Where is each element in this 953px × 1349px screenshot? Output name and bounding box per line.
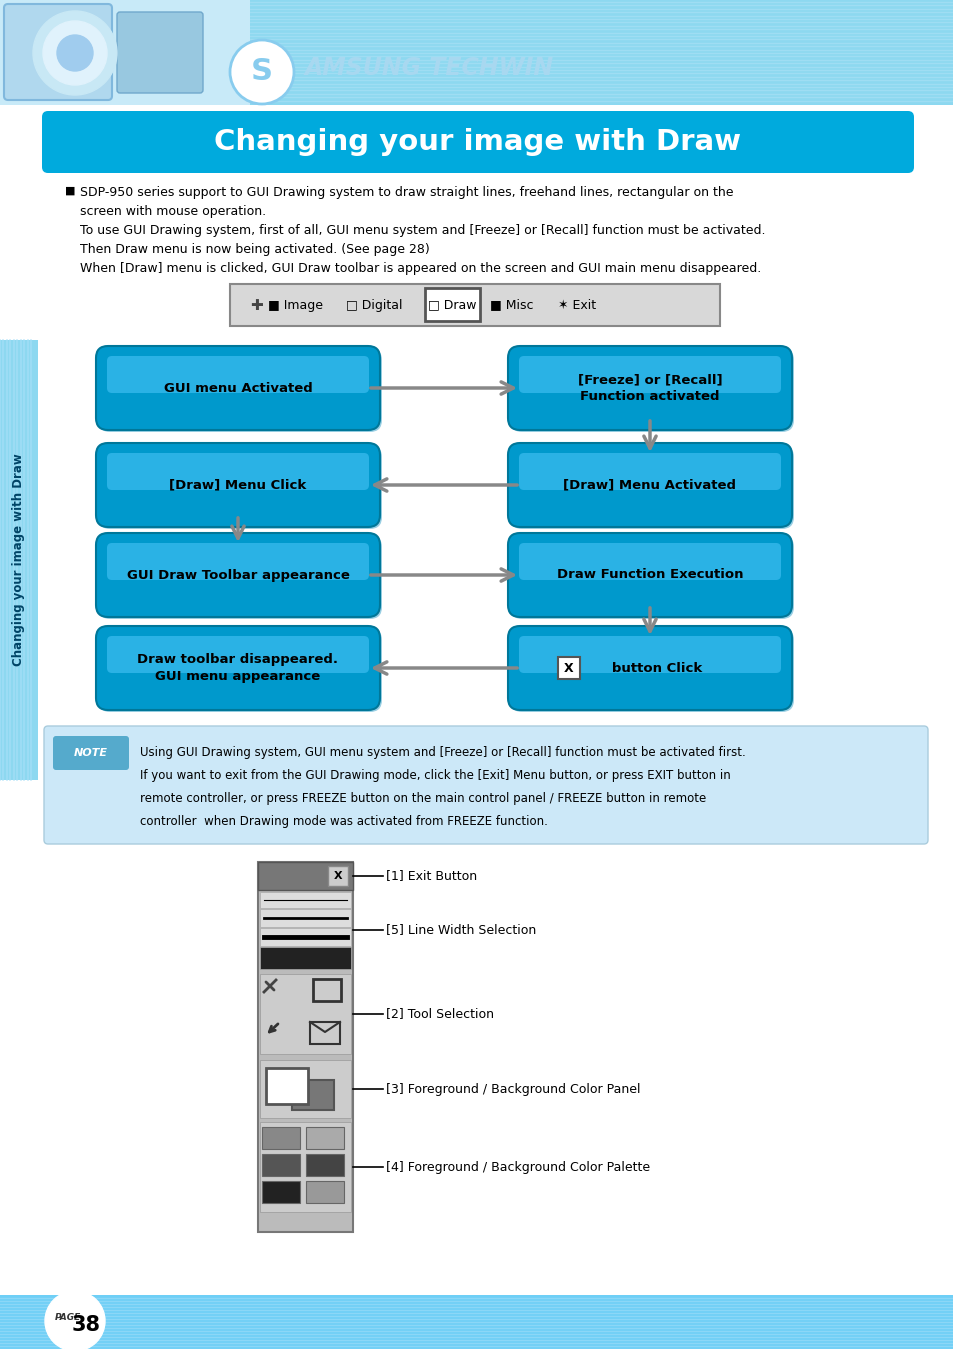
Text: NOTE: NOTE (74, 747, 108, 758)
FancyBboxPatch shape (44, 726, 927, 844)
Bar (260, 928, 351, 946)
Text: PAGE: PAGE (55, 1314, 81, 1322)
FancyBboxPatch shape (518, 453, 781, 490)
Circle shape (57, 35, 92, 71)
Circle shape (43, 22, 107, 85)
Text: If you want to exit from the GUI Drawing mode, click the [Exit] Menu button, or : If you want to exit from the GUI Drawing… (140, 769, 730, 782)
FancyBboxPatch shape (507, 442, 791, 527)
FancyBboxPatch shape (107, 453, 369, 490)
Text: controller  when Drawing mode was activated from FREEZE function.: controller when Drawing mode was activat… (140, 815, 547, 828)
FancyBboxPatch shape (518, 635, 781, 673)
Bar (260, 892, 351, 908)
FancyBboxPatch shape (96, 345, 379, 430)
Text: ✚: ✚ (250, 298, 262, 313)
Text: Changing your image with Draw: Changing your image with Draw (214, 128, 740, 156)
Bar (260, 1122, 351, 1211)
Circle shape (33, 11, 117, 94)
FancyBboxPatch shape (4, 4, 112, 100)
Text: X: X (334, 871, 342, 881)
Bar (306, 1153, 344, 1176)
Text: Draw Function Execution: Draw Function Execution (557, 568, 742, 581)
FancyBboxPatch shape (107, 635, 369, 673)
Circle shape (45, 1291, 105, 1349)
Text: Draw toolbar disappeared.
GUI menu appearance: Draw toolbar disappeared. GUI menu appea… (137, 653, 338, 683)
Text: GUI Draw Toolbar appearance: GUI Draw Toolbar appearance (127, 568, 349, 581)
Text: remote controller, or press FREEZE button on the main control panel / FREEZE but: remote controller, or press FREEZE butto… (140, 792, 705, 805)
Text: When [Draw] menu is clicked, GUI Draw toolbar is appeared on the screen and GUI : When [Draw] menu is clicked, GUI Draw to… (80, 262, 760, 275)
Text: 38: 38 (71, 1315, 101, 1336)
FancyBboxPatch shape (510, 348, 793, 432)
Text: S: S (251, 58, 273, 86)
Bar (266, 1068, 308, 1103)
Text: □ Draw: □ Draw (427, 298, 476, 312)
Text: ■ Misc: ■ Misc (490, 298, 533, 312)
FancyBboxPatch shape (98, 629, 381, 712)
FancyBboxPatch shape (510, 629, 793, 712)
Text: [2] Tool Selection: [2] Tool Selection (386, 1008, 494, 1020)
FancyBboxPatch shape (518, 356, 781, 393)
FancyBboxPatch shape (53, 737, 129, 770)
FancyBboxPatch shape (510, 536, 793, 619)
Bar (306, 1180, 344, 1203)
FancyBboxPatch shape (42, 111, 913, 173)
Text: ■: ■ (65, 186, 75, 196)
Bar (262, 1126, 299, 1149)
Bar (328, 866, 348, 886)
FancyBboxPatch shape (98, 536, 381, 619)
Bar (0, 0, 953, 105)
FancyBboxPatch shape (518, 544, 781, 580)
Text: [Draw] Menu Activated: [Draw] Menu Activated (563, 479, 736, 491)
FancyBboxPatch shape (507, 533, 791, 616)
Bar (0, 105, 953, 117)
Text: □ Digital: □ Digital (346, 298, 402, 312)
Text: Then Draw menu is now being activated. (See page 28): Then Draw menu is now being activated. (… (80, 243, 429, 256)
FancyBboxPatch shape (107, 356, 369, 393)
Bar (260, 974, 351, 1054)
Text: AMSUNG TECHWIN: AMSUNG TECHWIN (305, 57, 554, 80)
Text: ■ Image: ■ Image (268, 298, 323, 312)
Text: Changing your image with Draw: Changing your image with Draw (12, 453, 26, 666)
FancyBboxPatch shape (96, 626, 379, 710)
Text: [5] Line Width Selection: [5] Line Width Selection (386, 924, 536, 936)
Bar (0, 1295, 953, 1349)
FancyBboxPatch shape (510, 445, 793, 529)
Bar (230, 285, 720, 326)
Bar (257, 862, 353, 890)
Bar (558, 657, 579, 679)
FancyBboxPatch shape (98, 348, 381, 432)
Bar (262, 1153, 299, 1176)
Circle shape (230, 40, 294, 104)
Bar (262, 1180, 299, 1203)
Text: To use GUI Drawing system, first of all, GUI menu system and [Freeze] or [Recall: To use GUI Drawing system, first of all,… (80, 224, 764, 237)
Text: screen with mouse operation.: screen with mouse operation. (80, 205, 266, 219)
Bar (260, 909, 351, 927)
Text: SDP-950 series support to GUI Drawing system to draw straight lines, freehand li: SDP-950 series support to GUI Drawing sy… (80, 186, 733, 200)
FancyBboxPatch shape (107, 544, 369, 580)
Bar (306, 1126, 344, 1149)
Text: [1] Exit Button: [1] Exit Button (386, 870, 476, 882)
Text: Using GUI Drawing system, GUI menu system and [Freeze] or [Recall] function must: Using GUI Drawing system, GUI menu syste… (140, 746, 745, 759)
Bar (313, 979, 340, 1001)
Bar (0, 340, 38, 780)
Text: [Draw] Menu Click: [Draw] Menu Click (170, 479, 306, 491)
FancyBboxPatch shape (96, 442, 379, 527)
Text: X: X (563, 661, 573, 674)
Text: GUI menu Activated: GUI menu Activated (164, 382, 312, 394)
Bar (257, 862, 353, 1232)
Bar (260, 1060, 351, 1118)
FancyBboxPatch shape (507, 626, 791, 710)
Text: ✶ Exit: ✶ Exit (558, 298, 596, 312)
Text: [4] Foreground / Background Color Palette: [4] Foreground / Background Color Palett… (386, 1160, 649, 1174)
Bar (260, 947, 351, 969)
FancyBboxPatch shape (117, 12, 203, 93)
Bar (424, 287, 479, 321)
Bar (292, 1081, 334, 1110)
Text: button Click: button Click (598, 661, 701, 674)
FancyBboxPatch shape (98, 445, 381, 529)
Bar (0, 0, 250, 105)
Text: [Freeze] or [Recall]
Function activated: [Freeze] or [Recall] Function activated (578, 374, 721, 403)
FancyBboxPatch shape (96, 533, 379, 616)
FancyBboxPatch shape (507, 345, 791, 430)
Text: [3] Foreground / Background Color Panel: [3] Foreground / Background Color Panel (386, 1082, 639, 1095)
